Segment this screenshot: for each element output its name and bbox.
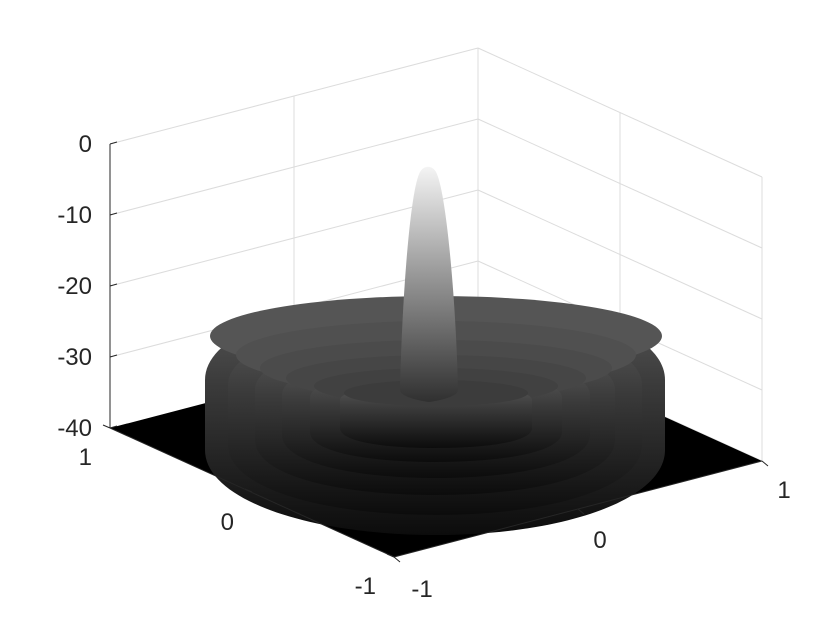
y-tick-1 <box>102 424 111 429</box>
x-tick-3 <box>761 460 769 467</box>
x-tick-2 <box>577 508 585 515</box>
z-tick-label-minus-30: -30 <box>57 344 92 371</box>
axes <box>102 141 769 563</box>
central-peak <box>400 166 458 402</box>
y-tick-labels: 1 0 -1 <box>79 444 376 600</box>
x-tick-label-minus-1: -1 <box>411 576 432 603</box>
y-tick-label-0: 0 <box>221 509 234 536</box>
y-axis-line <box>109 427 395 558</box>
z-tick-label-minus-40: -40 <box>57 415 92 442</box>
z-tick-label-minus-10: -10 <box>57 202 92 229</box>
y-tick-2 <box>244 488 253 493</box>
x-tick-label-0: 0 <box>593 527 606 554</box>
y-tick-3 <box>386 553 395 558</box>
x-tick-1 <box>393 556 401 563</box>
y-tick-label-minus-1: -1 <box>355 573 376 600</box>
z-tick-1 <box>109 141 118 145</box>
x-tick-labels: -1 0 1 <box>411 477 790 603</box>
z-tick-2 <box>109 212 118 216</box>
z-tick-3 <box>109 283 118 287</box>
z-tick-labels: 0 -10 -20 -30 -40 <box>57 131 92 442</box>
z-tick-label-minus-20: -20 <box>57 273 92 300</box>
grid-lines <box>109 47 763 462</box>
z-tick-4 <box>109 354 118 358</box>
x-tick-label-1: 1 <box>777 477 790 504</box>
z-tick-5 <box>109 425 118 429</box>
z-tick-label-0: 0 <box>79 131 92 158</box>
y-tick-label-1: 1 <box>79 444 92 471</box>
